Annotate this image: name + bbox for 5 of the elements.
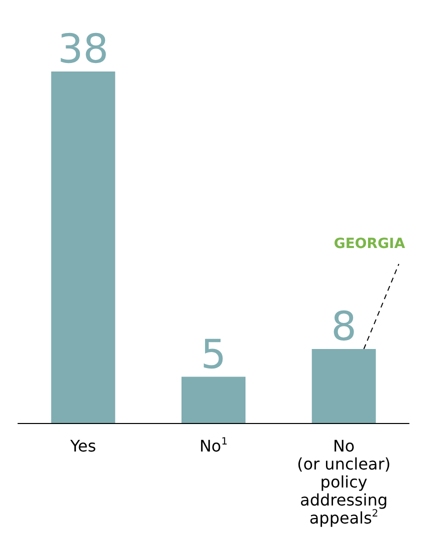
data-label: 38 bbox=[58, 26, 109, 72]
data-label: 5 bbox=[200, 332, 226, 378]
annotation: GEORGIA bbox=[334, 236, 406, 252]
x-tick-label: Yes bbox=[69, 436, 96, 456]
data-label: 8 bbox=[331, 304, 357, 350]
